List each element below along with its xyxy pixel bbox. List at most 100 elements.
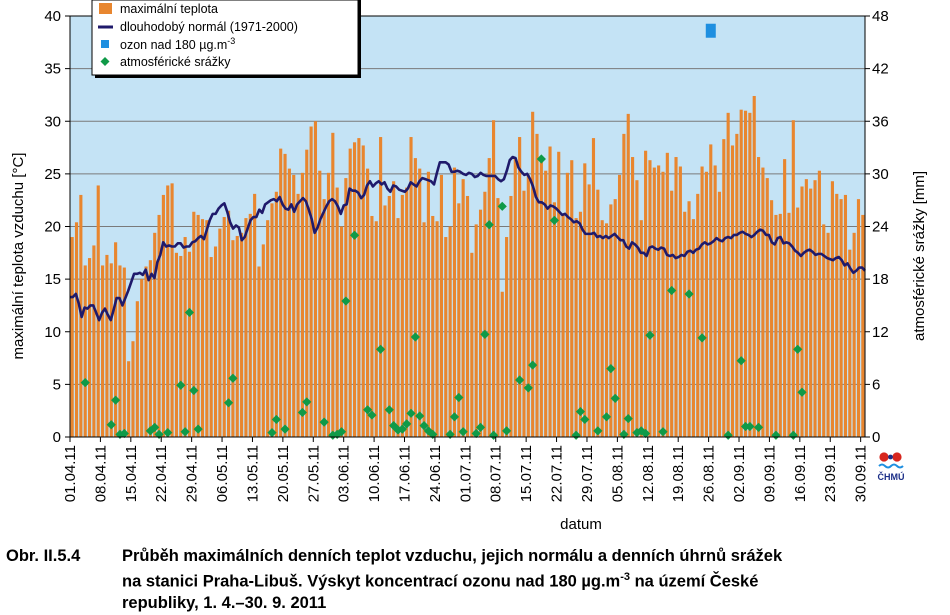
- temp-bar: [487, 158, 491, 437]
- temp-bar: [848, 249, 852, 437]
- temp-bar: [461, 179, 465, 437]
- precip-point: [593, 426, 603, 436]
- temp-bar: [496, 198, 500, 437]
- temp-bar: [240, 232, 244, 437]
- temp-bar: [435, 221, 439, 437]
- temp-bar: [140, 279, 144, 437]
- temp-bar: [557, 151, 561, 437]
- precip-point: [341, 296, 351, 306]
- temp-bar: [257, 266, 261, 437]
- temp-bar: [331, 132, 335, 437]
- legend-label-ozone-text: ozon nad 180 µg.m: [120, 38, 227, 52]
- temp-bar: [396, 218, 400, 437]
- temp-bar: [617, 174, 622, 438]
- x-tick-label: 19.08.11: [670, 445, 687, 502]
- temp-bar: [583, 163, 587, 437]
- temp-bar: [639, 220, 643, 437]
- temp-bar: [631, 157, 635, 437]
- precip-point: [571, 430, 581, 440]
- temp-bar: [235, 235, 239, 437]
- legend: maximální teplota dlouhodobý normál (197…: [91, 0, 361, 78]
- temp-bar: [674, 157, 678, 437]
- temp-bar: [218, 228, 222, 437]
- temp-bar: [704, 171, 708, 437]
- precip-point: [376, 344, 386, 354]
- temp-bar: [830, 181, 834, 437]
- temp-bar: [135, 301, 139, 437]
- precip-point: [115, 429, 125, 439]
- precip-point: [458, 427, 468, 437]
- temp-bar: [726, 112, 730, 437]
- temp-bar: [387, 195, 391, 437]
- temp-bar: [587, 184, 591, 437]
- temp-bar: [200, 219, 205, 437]
- y-tick-label: 30: [44, 113, 61, 130]
- precip-point: [406, 408, 416, 418]
- temp-bar: [248, 213, 252, 437]
- temp-bar: [644, 150, 648, 437]
- y-right-tick-label: 36: [872, 113, 889, 130]
- temp-bar: [783, 159, 787, 437]
- y-tick-label: 25: [44, 166, 61, 183]
- temp-bar: [713, 165, 717, 437]
- temp-bar: [339, 226, 344, 437]
- temp-bar: [131, 341, 135, 437]
- temp-bar: [87, 258, 92, 437]
- temp-bar: [157, 214, 161, 437]
- temp-bar: [574, 218, 578, 437]
- y-right-tick-label: 0: [872, 429, 880, 446]
- temp-bar: [709, 144, 713, 437]
- temp-bar: [518, 137, 522, 437]
- temp-bar: [448, 226, 452, 437]
- temp-bar: [492, 120, 496, 437]
- temp-bar: [861, 214, 865, 437]
- legend-swatch-precip: [100, 57, 110, 66]
- precip-point: [641, 428, 651, 439]
- caption-line-2-a: na stanici Praha-Libuš. Výskyt koncentra…: [122, 572, 621, 591]
- temp-bar: [622, 133, 626, 437]
- precip-point: [684, 289, 694, 299]
- temp-bar: [717, 191, 722, 437]
- x-tick-label: 08.04.11: [92, 445, 109, 502]
- x-tick-label: 20.05.11: [275, 445, 292, 502]
- y-axis-left: 0 5 10 15 20 25 30 35 40: [44, 8, 70, 446]
- temp-bar: [483, 191, 487, 437]
- temp-bar: [370, 215, 374, 437]
- temp-bar: [835, 193, 839, 437]
- precip-point: [154, 429, 164, 439]
- temp-bar: [118, 265, 122, 437]
- y-right-tick-label: 18: [872, 271, 889, 288]
- temp-bar: [657, 165, 661, 437]
- x-tick-label: 15.07.11: [518, 445, 535, 502]
- precip-point: [488, 430, 499, 440]
- temp-bar: [383, 205, 387, 437]
- temp-bar: [318, 170, 322, 437]
- precip-point: [484, 220, 494, 230]
- logo-circle-center: [888, 454, 893, 460]
- temp-bar: [743, 110, 748, 437]
- precip-markers: [80, 154, 807, 440]
- precip-point: [184, 307, 195, 318]
- temp-bar: [187, 251, 192, 437]
- logo-text: ČHMÚ: [878, 471, 905, 482]
- y-tick-label: 20: [44, 219, 61, 236]
- precip-point: [632, 428, 642, 438]
- temp-bar: [796, 207, 800, 437]
- temp-bar: [791, 120, 795, 437]
- temp-bar: [444, 237, 448, 437]
- temp-bar: [74, 222, 79, 437]
- temp-bar: [843, 194, 848, 437]
- y-axis-left-title: maximální teplota vzduchu [°C]: [10, 153, 27, 360]
- precip-point: [402, 419, 412, 429]
- temp-bar: [279, 148, 283, 438]
- ozone-markers: [705, 23, 716, 38]
- temp-bar: [313, 121, 318, 437]
- logo-wave: [878, 463, 904, 469]
- x-tick-label: 17.06.11: [397, 445, 414, 502]
- temp-bar: [270, 203, 274, 437]
- precip-point: [475, 422, 486, 432]
- temp-bar: [822, 224, 826, 437]
- precip-point: [480, 329, 490, 339]
- precip-point: [771, 430, 781, 440]
- temp-bar: [770, 200, 774, 437]
